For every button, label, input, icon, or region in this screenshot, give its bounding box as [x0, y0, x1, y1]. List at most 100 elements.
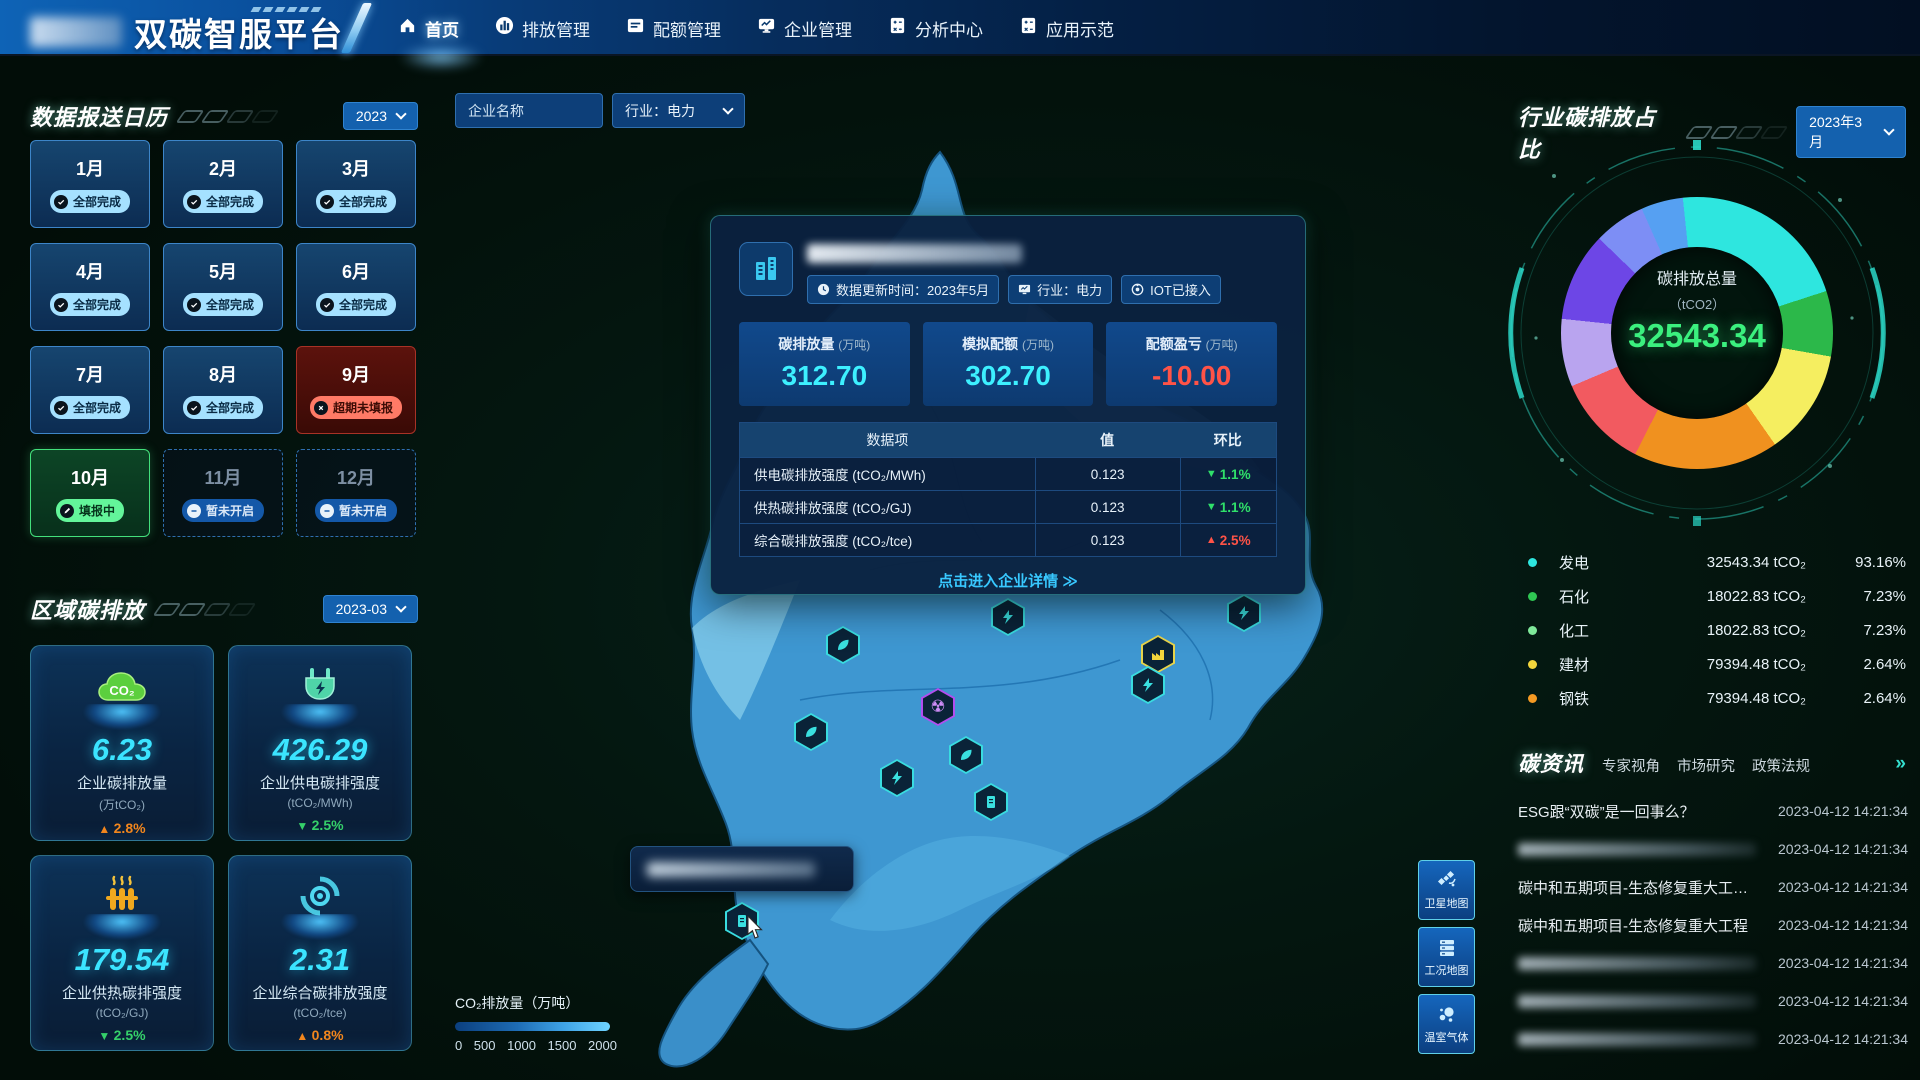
industry-filter-select[interactable]: 行业：电力 — [612, 93, 745, 128]
metric-change: 2.8% — [31, 820, 213, 836]
news-tab-expert[interactable]: 专家视角 — [1602, 758, 1660, 775]
nav-item-analysis[interactable]: 分析中心 — [888, 16, 983, 41]
minus-icon — [186, 503, 201, 518]
month-card-aug[interactable]: 8月 全部完成 — [163, 346, 283, 434]
check-icon — [53, 194, 68, 209]
news-more-arrow[interactable]: » — [1895, 753, 1906, 774]
legend-dot — [1528, 659, 1537, 669]
news-item[interactable]: 2023-04-12 14:21:34 — [1518, 1020, 1908, 1058]
metric-label: 企业供热碳排强度 — [61, 985, 182, 1002]
calendar-year-select[interactable]: 2023 — [342, 102, 418, 130]
news-item[interactable]: ESG跟“双碳”是一回事么？ 2023-04-12 14:21:34 — [1518, 792, 1908, 830]
legend-row-building-materials[interactable]: 建材 79394.48 tCO₂ 2.64% — [1528, 647, 1906, 681]
legend-dot — [1528, 693, 1537, 703]
nav-item-quota[interactable]: 配额管理 — [626, 16, 721, 41]
month-card-oct[interactable]: 10月 填报中 — [30, 449, 150, 537]
news-time: 2023-04-12 14:21:34 — [1778, 917, 1908, 933]
news-panel-header: 碳资讯 专家视角 市场研究 政策法规 » — [1518, 748, 1906, 778]
month-card-jun[interactable]: 6月 全部完成 — [296, 243, 416, 331]
table-row: 综合碳排放强度 (tCO₂/tce) 0.123 2.5% — [740, 523, 1276, 556]
nav-label: 排放管理 — [522, 20, 590, 40]
metric-change: 2.5% — [229, 817, 411, 833]
month-card-may[interactable]: 5月 全部完成 — [163, 243, 283, 331]
legend-row-steel[interactable]: 钢铁 79394.48 tCO₂ 2.64% — [1528, 681, 1906, 715]
legend-row-power[interactable]: 发电 32543.34 tCO₂ 93.16% — [1528, 545, 1906, 579]
news-item[interactable]: 碳中和五期项目-生态修复重大工程... 2023-04-12 14:21:34 — [1518, 868, 1908, 906]
layer-button-greenhouse[interactable]: 温室气体 — [1418, 994, 1475, 1054]
active-nav-glow — [398, 44, 484, 70]
map-region-light[interactable] — [692, 580, 800, 720]
iot-icon — [1131, 283, 1144, 296]
metric-value: 426.29 — [272, 732, 368, 767]
news-tab-policy[interactable]: 政策法规 — [1752, 758, 1810, 775]
period-value: 2023年3月 — [1809, 114, 1863, 150]
status-label: 全部完成 — [205, 195, 254, 209]
stat-value: 312.70 — [781, 360, 868, 391]
layer-label: 卫星地图 — [1424, 897, 1469, 910]
region-period-select[interactable]: 2023-03 — [322, 595, 418, 623]
industry-legend: 发电 32543.34 tCO₂ 93.16% 石化 18022.83 tCO₂… — [1528, 545, 1906, 715]
layer-button-operating[interactable]: 工况地图 — [1418, 927, 1475, 987]
month-card-feb[interactable]: 2月 全部完成 — [163, 140, 283, 228]
enterprise-detail-link[interactable]: 点击进入企业详情 ≫ — [938, 573, 1078, 590]
check-icon — [53, 297, 68, 312]
news-item[interactable]: 2023-04-12 14:21:34 — [1518, 830, 1908, 868]
metric-value: 6.23 — [91, 732, 153, 767]
calendar-grid: 1月 全部完成 2月 全部完成 3月 全部完成 4月 全部完成 5月 全部完成 … — [30, 140, 416, 537]
news-time: 2023-04-12 14:21:34 — [1778, 803, 1908, 819]
metric-value: 179.54 — [74, 942, 170, 977]
month-card-sep[interactable]: 9月 超期未填报 — [296, 346, 416, 434]
news-title-redacted — [1518, 994, 1756, 1008]
glow-platform — [270, 914, 370, 940]
metric-card-heat-intensity[interactable]: 179.54 企业供热碳排强度 (tCO₂/GJ) 2.5% — [30, 855, 214, 1051]
legend-ticks: 0 500 1000 1500 2000 — [455, 1038, 617, 1053]
top-navbar: 双碳智服平台 首页 排放管理 配额管理 企业管理 分析中心 — [0, 0, 1920, 70]
month-card-mar[interactable]: 3月 全部完成 — [296, 140, 416, 228]
nav-item-emission[interactable]: 排放管理 — [495, 16, 590, 41]
month-card-apr[interactable]: 4月 全部完成 — [30, 243, 150, 331]
map-region-light[interactable] — [830, 835, 1070, 931]
map-southwest-peninsula[interactable] — [658, 938, 770, 1068]
status-badge: 填报中 — [55, 499, 124, 522]
news-item[interactable]: 碳中和五期项目-生态修复重大工程 2023-04-12 14:21:34 — [1518, 906, 1908, 944]
metric-card-comprehensive-intensity[interactable]: 2.31 企业综合碳排放强度 (tCO₂/tce) 0.8% — [228, 855, 412, 1051]
month-card-dec[interactable]: 12月 暂未开启 — [296, 449, 416, 537]
table-header-row: 数据项 值 环比 — [740, 423, 1276, 457]
news-tab-market[interactable]: 市场研究 — [1677, 758, 1735, 775]
glow-platform — [72, 914, 172, 940]
map-marker-leaf[interactable] — [826, 626, 860, 664]
period-value: 2023-03 — [335, 601, 387, 617]
iot-badge: IOT已接入 — [1121, 275, 1221, 304]
month-card-jul[interactable]: 7月 全部完成 — [30, 346, 150, 434]
gas-molecules-icon — [1439, 1006, 1454, 1022]
tick: 2000 — [588, 1038, 617, 1053]
brand: 双碳智服平台 — [30, 8, 344, 56]
metric-card-emission[interactable]: CO₂ 6.23 企业碳排放量 (万tCO₂) 2.8% — [30, 645, 214, 841]
nav-item-enterprise[interactable]: 企业管理 — [757, 16, 852, 41]
industry-period-select[interactable]: 2023年3月 — [1796, 106, 1906, 158]
month-label: 12月 — [336, 468, 376, 488]
company-name-redacted — [807, 244, 1022, 263]
check-icon — [186, 297, 201, 312]
news-time: 2023-04-12 14:21:34 — [1778, 1031, 1908, 1047]
legend-row-chemical[interactable]: 化工 18022.83 tCO₂ 7.23% — [1528, 613, 1906, 647]
news-title: 碳中和五期项目-生态修复重大工程... — [1518, 879, 1758, 897]
metric-unit: (tCO₂/GJ) — [95, 1006, 149, 1020]
monitor-chart-icon — [757, 16, 776, 40]
industry-donut-ring[interactable] — [1561, 197, 1833, 469]
metric-unit: (万tCO₂) — [99, 798, 145, 812]
news-item[interactable]: 2023-04-12 14:21:34 — [1518, 944, 1908, 982]
layer-button-satellite[interactable]: 卫星地图 — [1418, 860, 1475, 920]
news-item[interactable]: 2023-04-12 14:21:34 — [1518, 982, 1908, 1020]
status-label: 全部完成 — [205, 401, 254, 415]
minus-icon — [319, 503, 334, 518]
company-search-input[interactable] — [455, 93, 603, 128]
legend-row-petrochemical[interactable]: 石化 18022.83 tCO₂ 7.23% — [1528, 579, 1906, 613]
nav-item-home[interactable]: 首页 — [398, 16, 459, 41]
metric-card-power-intensity[interactable]: 426.29 企业供电碳排强度 (tCO₂/MWh) 2.5% — [228, 645, 412, 841]
app-title: 双碳智服平台 — [134, 16, 344, 53]
month-card-nov[interactable]: 11月 暂未开启 — [163, 449, 283, 537]
nav-item-apps[interactable]: 应用示范 — [1019, 16, 1114, 41]
month-card-jan[interactable]: 1月 全部完成 — [30, 140, 150, 228]
